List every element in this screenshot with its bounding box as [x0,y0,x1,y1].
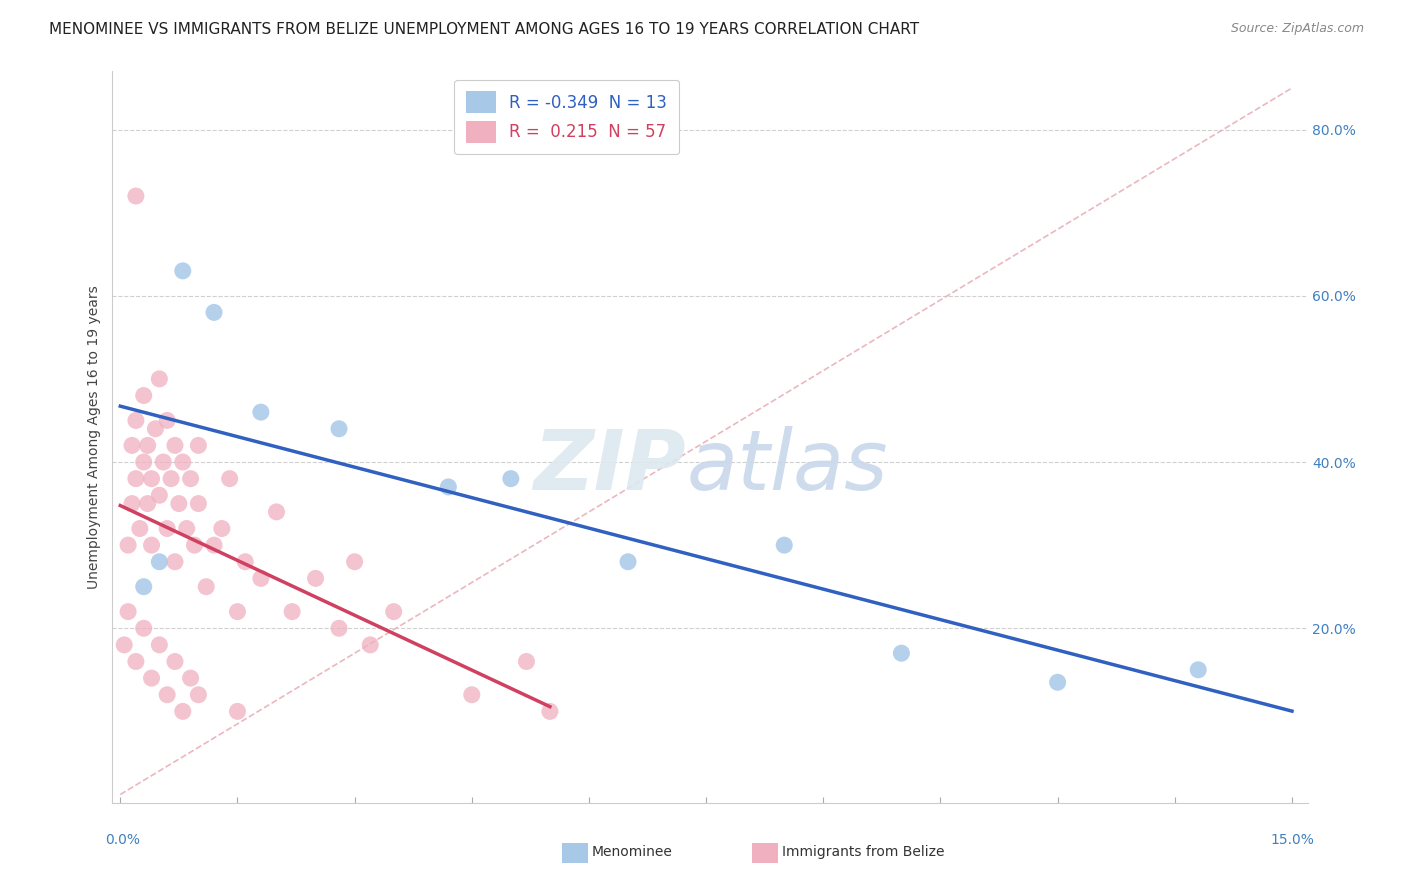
Point [121,438,143,452]
Point [218,472,240,486]
Point [461,688,484,702]
Point [538,705,561,719]
Y-axis label: Unemployment Among Ages 16 to 19 years: Unemployment Among Ages 16 to 19 years [87,285,101,589]
Point [163,655,186,669]
Point [121,497,143,511]
Point [437,480,460,494]
Point [125,472,148,486]
Point [112,638,135,652]
Point [266,505,288,519]
Point [125,655,148,669]
Point [180,472,202,486]
Point [382,605,405,619]
Point [132,455,155,469]
Point [202,305,225,319]
Legend: R = -0.349  N = 13, R =  0.215  N = 57: R = -0.349 N = 13, R = 0.215 N = 57 [454,79,679,154]
Point [136,497,159,511]
Point [163,555,186,569]
Point [187,688,209,702]
Point [515,655,537,669]
Point [148,638,170,652]
Point [152,455,174,469]
Point [156,688,179,702]
Point [304,571,326,585]
Point [148,555,170,569]
Point [136,438,159,452]
Point [132,388,155,402]
Text: ZIP: ZIP [533,425,686,507]
Point [125,413,148,427]
Point [176,521,198,535]
Point [163,438,186,452]
Point [172,264,194,278]
Point [890,646,912,660]
Text: Source: ZipAtlas.com: Source: ZipAtlas.com [1230,22,1364,36]
Point [156,413,179,427]
Point [160,472,183,486]
Text: Menominee: Menominee [592,845,673,859]
Text: MENOMINEE VS IMMIGRANTS FROM BELIZE UNEMPLOYMENT AMONG AGES 16 TO 19 YEARS CORRE: MENOMINEE VS IMMIGRANTS FROM BELIZE UNEM… [49,22,920,37]
Point [328,621,350,635]
Point [233,555,256,569]
Point [250,405,273,419]
Point [202,538,225,552]
Point [180,671,202,685]
Point [132,621,155,635]
Text: 0.0%: 0.0% [105,833,141,847]
Point [617,555,640,569]
Point [141,472,163,486]
Point [141,538,163,552]
Point [281,605,304,619]
Point [187,438,209,452]
Point [117,605,139,619]
Point [250,571,273,585]
Point [195,580,218,594]
Point [145,422,167,436]
Text: Immigrants from Belize: Immigrants from Belize [782,845,945,859]
Point [187,497,209,511]
Point [343,555,366,569]
Point [359,638,381,652]
Point [211,521,233,535]
Point [328,422,350,436]
Point [125,189,148,203]
Point [172,455,194,469]
Point [148,488,170,502]
Point [128,521,150,535]
Point [226,605,249,619]
Point [1187,663,1209,677]
Point [156,521,179,535]
Text: atlas: atlas [686,425,887,507]
Point [117,538,139,552]
Point [148,372,170,386]
Text: 15.0%: 15.0% [1271,833,1315,847]
Point [1046,675,1069,690]
Point [167,497,190,511]
Point [132,580,155,594]
Point [773,538,796,552]
Point [172,705,194,719]
Point [226,705,249,719]
Point [499,472,522,486]
Point [183,538,205,552]
Point [141,671,163,685]
